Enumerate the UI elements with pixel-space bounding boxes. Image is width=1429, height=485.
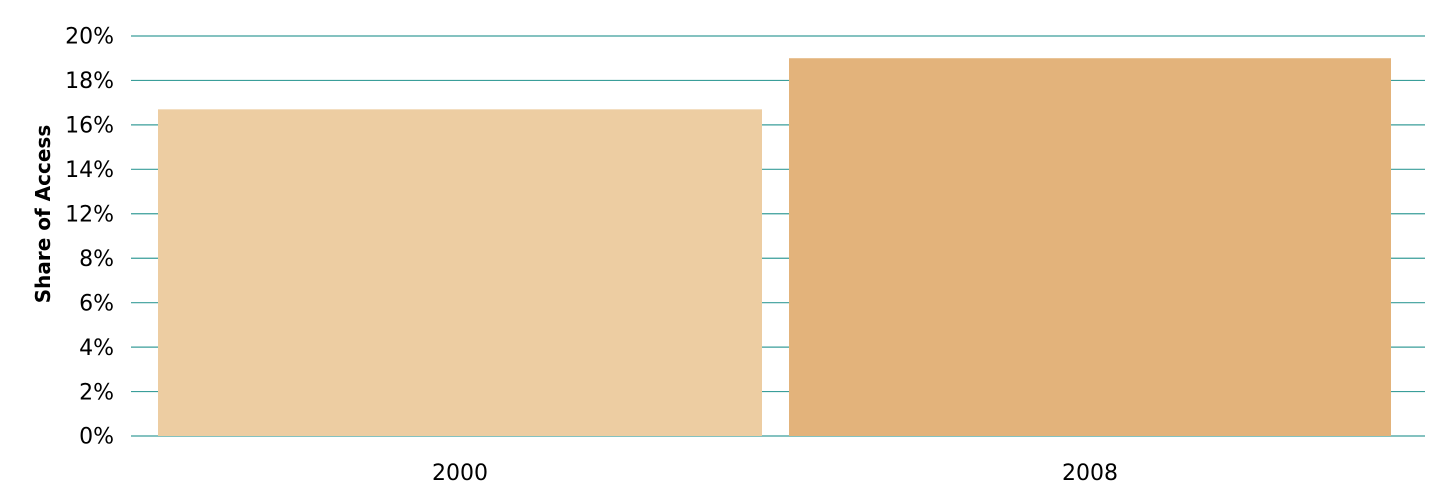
y-tick-label: 12%	[65, 202, 114, 227]
bar-2008	[789, 58, 1391, 436]
y-axis-ticks: 0% 2% 4% 6% 8% 12% 14% 16% 18% 20%	[65, 25, 114, 450]
bar-2000	[158, 109, 762, 436]
y-tick-label: 18%	[65, 69, 114, 94]
y-tick-label: 16%	[65, 114, 114, 139]
x-axis-categories: 2000 2008	[432, 461, 1118, 485]
y-tick-label: 14%	[65, 158, 114, 183]
y-tick-label: 4%	[79, 336, 114, 361]
y-tick-label: 20%	[65, 25, 114, 50]
x-category-label: 2000	[432, 461, 488, 485]
y-tick-label: 8%	[79, 247, 114, 272]
y-axis-title: Share of Access	[31, 125, 55, 304]
x-category-label: 2008	[1062, 461, 1118, 485]
y-tick-label: 0%	[79, 425, 114, 450]
bars	[158, 58, 1391, 436]
y-tick-label: 2%	[79, 380, 114, 405]
y-tick-label: 6%	[79, 291, 114, 316]
